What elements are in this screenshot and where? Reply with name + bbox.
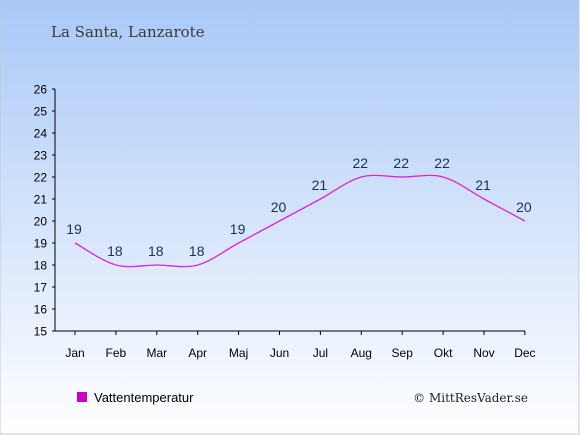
x-tick-label: Okt (434, 346, 453, 360)
data-label: 20 (516, 199, 532, 215)
y-tick-label: 22 (34, 171, 48, 185)
y-tick-label: 26 (34, 83, 48, 97)
x-tick-label: Feb (106, 346, 127, 360)
y-tick-labels: 15 16 17 18 19 20 21 22 23 24 25 26 (34, 83, 48, 339)
x-tick-label: Mar (146, 346, 167, 360)
y-tick-label: 16 (34, 303, 48, 317)
data-label: 20 (271, 199, 287, 215)
x-tick-label: Jul (313, 346, 328, 360)
credit-text: © MittResVader.se (413, 391, 528, 405)
data-label: 18 (107, 243, 123, 259)
x-tick-label: Maj (229, 346, 248, 360)
x-tick-label: Apr (188, 346, 207, 360)
x-tick-label: Aug (351, 346, 372, 360)
y-tick-label: 18 (34, 259, 48, 273)
x-tick-label: Jan (65, 346, 84, 360)
legend-swatch (77, 392, 87, 402)
x-tick-label: Sep (392, 346, 414, 360)
y-tick-label: 17 (34, 281, 48, 295)
data-label: 22 (353, 155, 369, 171)
x-tick-label: Dec (514, 346, 535, 360)
data-label: 21 (312, 177, 328, 193)
data-label: 18 (148, 243, 164, 259)
x-tick-labels: Jan Feb Mar Apr Maj Jun Jul Aug Sep Okt Nov Dec (65, 346, 535, 360)
y-tick-label: 23 (34, 149, 48, 163)
legend-label: Vattentemperatur (94, 390, 194, 405)
data-label: 19 (230, 221, 246, 237)
series-line-vattentemperatur (74, 174, 526, 268)
y-tick-label: 25 (34, 105, 48, 119)
axes (52, 88, 526, 335)
x-tick-label: Jun (270, 346, 289, 360)
y-tick-label: 24 (34, 127, 48, 141)
data-label: 19 (66, 221, 82, 237)
y-tick-label: 19 (34, 237, 48, 251)
y-tick-label: 20 (34, 215, 48, 229)
data-labels: 19 18 18 18 19 20 21 22 22 22 21 20 (66, 155, 532, 259)
x-tick-label: Nov (473, 346, 494, 360)
location-title: La Santa, Lanzarote (51, 23, 205, 41)
y-tick-label: 21 (34, 193, 48, 207)
y-tick-label: 15 (34, 325, 48, 339)
data-label: 18 (189, 243, 205, 259)
data-label: 21 (475, 177, 491, 193)
data-label: 22 (393, 155, 409, 171)
data-label: 22 (434, 155, 450, 171)
